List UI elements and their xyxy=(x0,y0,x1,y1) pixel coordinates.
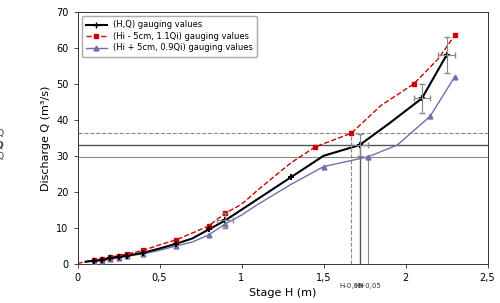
Text: 1,1 Q: 1,1 Q xyxy=(0,129,4,138)
Text: Q: Q xyxy=(0,141,4,150)
Text: H: H xyxy=(357,283,362,289)
Y-axis label: Discharge Q (m³/s): Discharge Q (m³/s) xyxy=(40,85,50,191)
X-axis label: Stage H (m): Stage H (m) xyxy=(249,288,316,298)
Text: 0,9 Q: 0,9 Q xyxy=(0,152,4,161)
Legend: (H,Q) gauging values, (Hi - 5cm, 1.1Qi) gauging values, (Hi + 5cm, 0.9Qi) gaugin: (H,Q) gauging values, (Hi - 5cm, 1.1Qi) … xyxy=(82,16,258,57)
Text: H-0,05: H-0,05 xyxy=(340,283,363,289)
Text: H+0,05: H+0,05 xyxy=(354,283,381,289)
